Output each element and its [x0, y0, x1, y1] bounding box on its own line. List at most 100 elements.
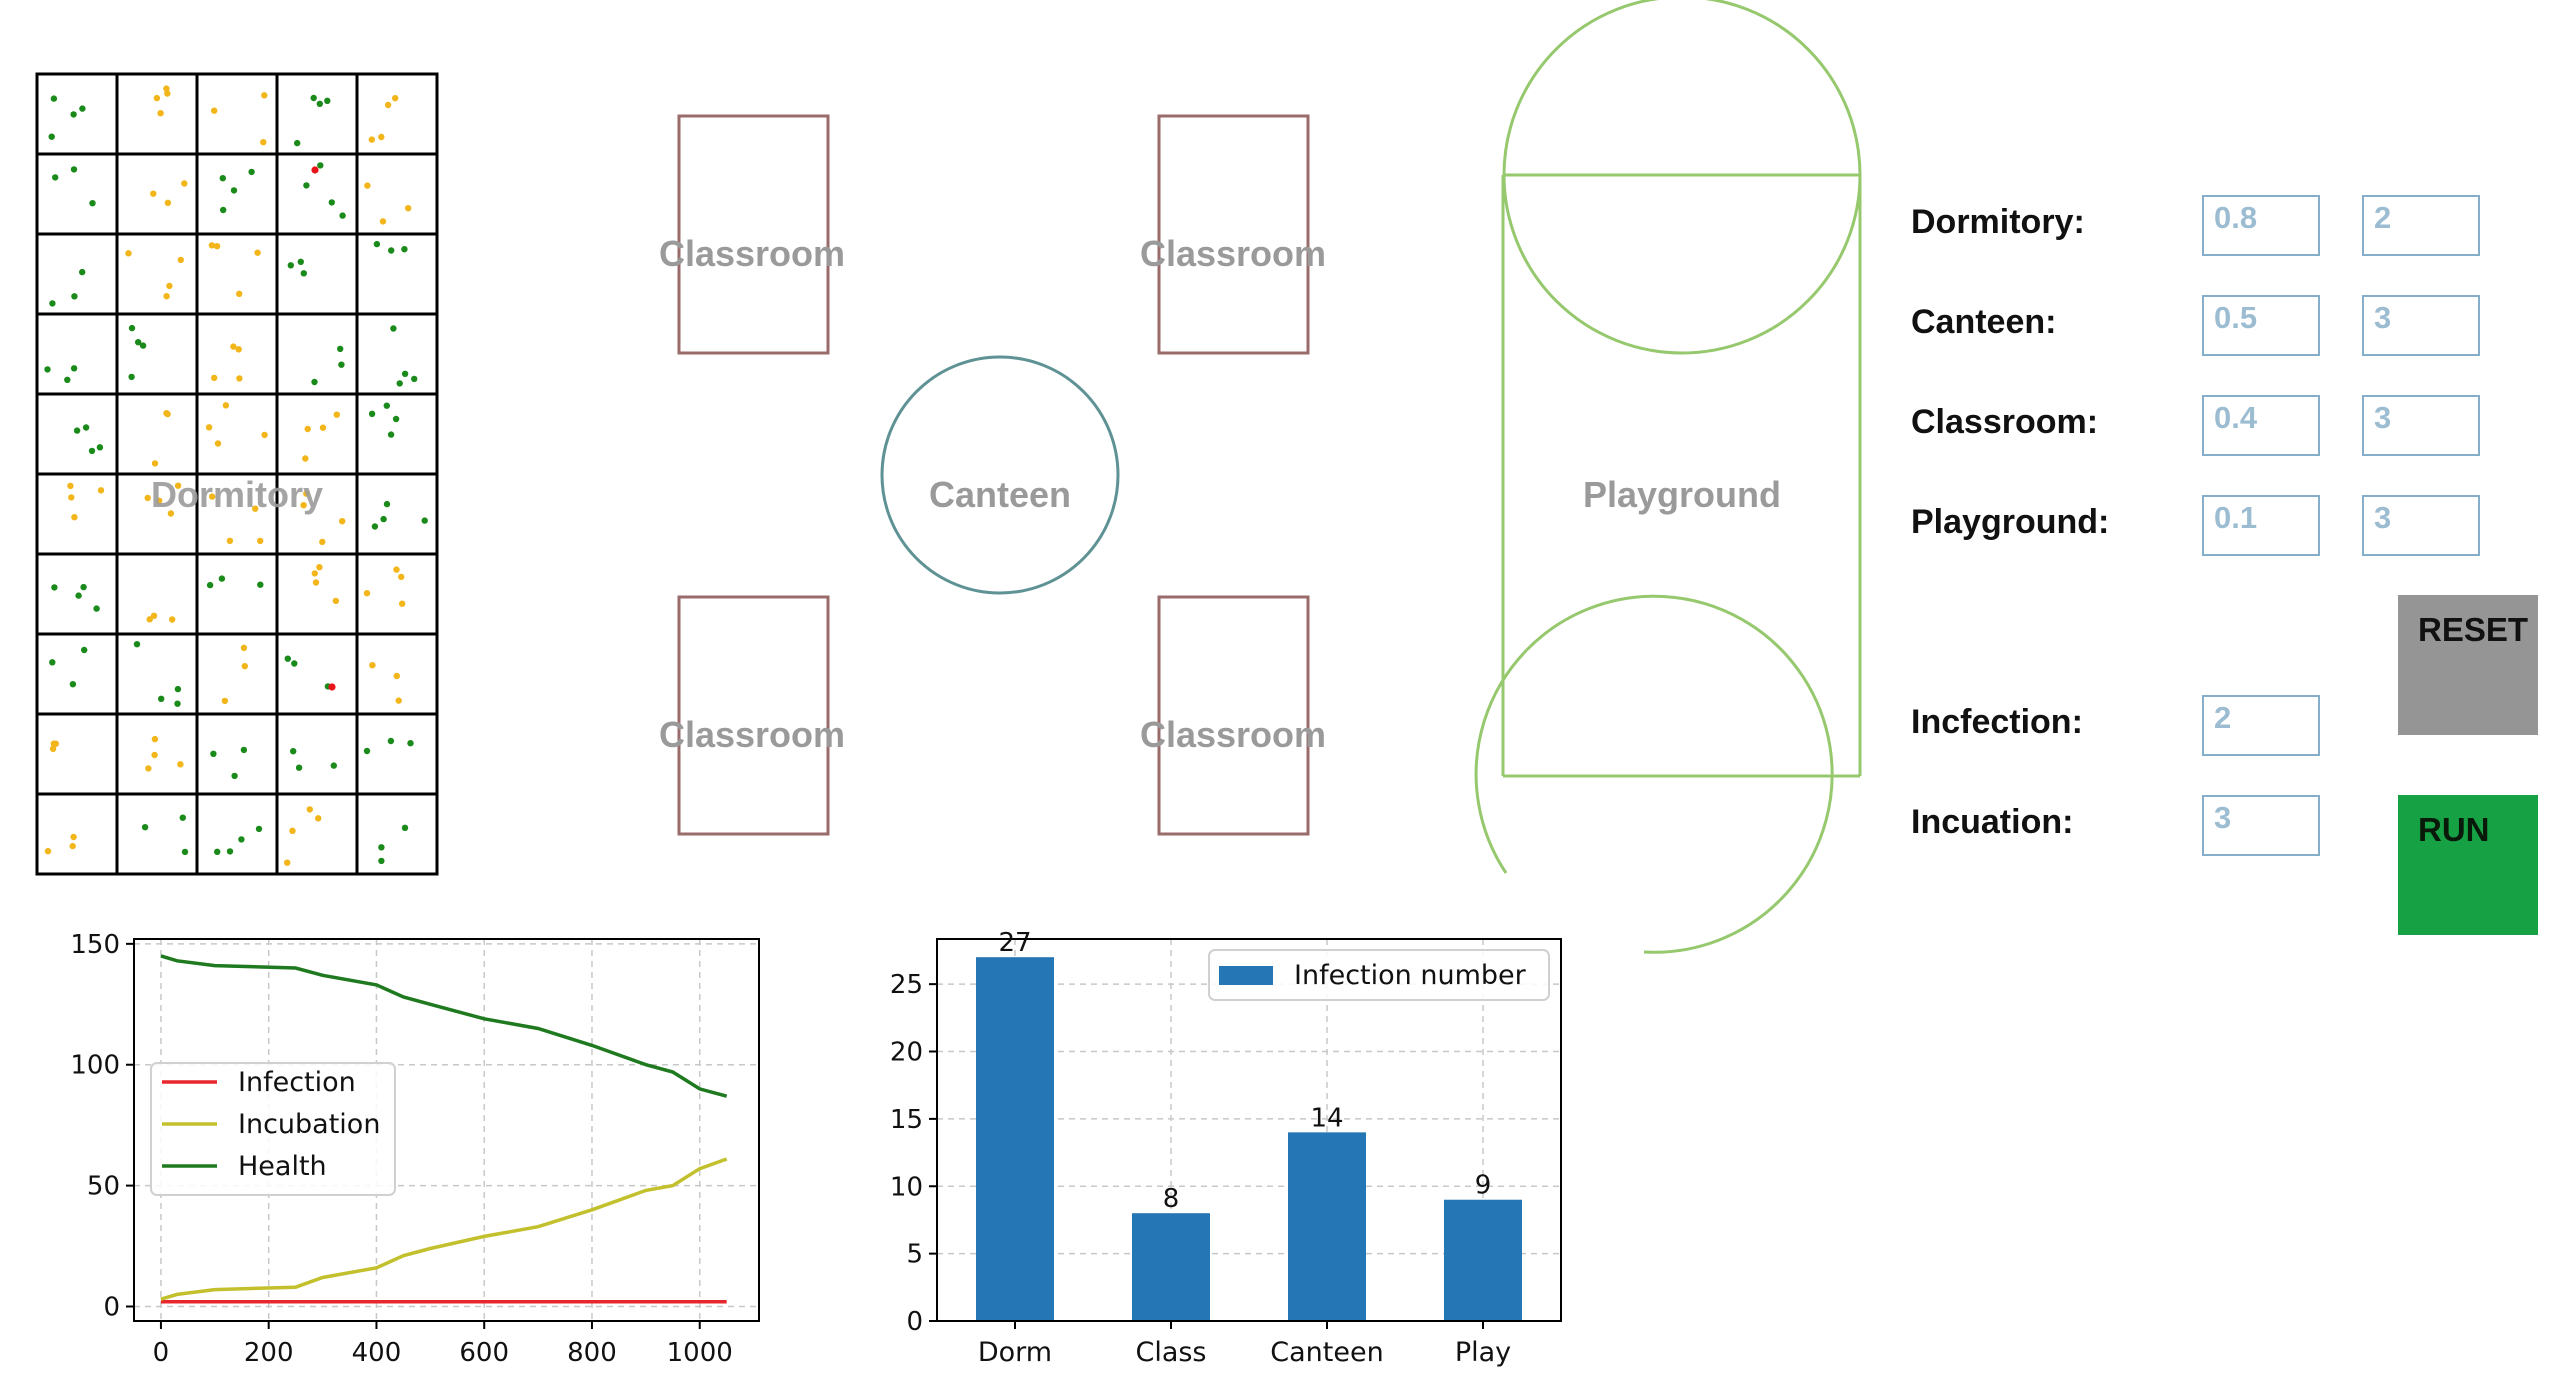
healthy-person-dot: [378, 844, 385, 851]
data-label-canteen: 14: [1310, 1103, 1343, 1133]
incubating-person-dot: [144, 494, 151, 502]
healthy-person-dot: [88, 447, 96, 455]
incubating-person-dot: [174, 482, 182, 489]
healthy-person-dot: [388, 247, 395, 254]
healthy-person-dot: [70, 111, 77, 118]
classroom-label-bottom-right: Classroom: [1140, 714, 1326, 755]
incubating-person-dot: [364, 182, 371, 189]
x-tick-label: 600: [459, 1338, 509, 1368]
incubating-person-dot: [319, 538, 326, 546]
incubating-person-dot: [156, 497, 163, 504]
canteen-param-label: Canteen:: [1911, 303, 2057, 341]
healthy-person-dot: [287, 262, 294, 269]
incubating-person-dot: [379, 218, 387, 225]
incubating-person-dot: [181, 180, 188, 187]
classroom-prob-field[interactable]: 0.4: [2202, 395, 2320, 456]
run-button[interactable]: RUN: [2398, 795, 2538, 935]
canteen-time-field[interactable]: 3: [2362, 295, 2480, 356]
incubating-person-dot: [300, 502, 307, 509]
dormitory-time-field[interactable]: 2: [2362, 195, 2480, 256]
incubating-person-dot: [67, 482, 74, 490]
incubating-person-dot: [209, 493, 216, 500]
x-tick-label: 400: [352, 1338, 402, 1368]
incubating-person-dot: [393, 672, 400, 680]
incubating-person-dot: [405, 205, 412, 212]
healthy-person-dot: [135, 339, 142, 346]
incubating-person-dot: [368, 136, 375, 143]
incubating-person-dot: [303, 490, 310, 497]
incubating-person-dot: [49, 745, 57, 752]
infection-field[interactable]: 2: [2202, 695, 2320, 756]
incubating-person-dot: [392, 95, 399, 102]
incubating-person-dot: [177, 761, 184, 768]
incubating-person-dot: [150, 190, 157, 197]
healthy-person-dot: [338, 361, 345, 368]
healthy-person-dot: [230, 187, 238, 194]
healthy-person-dot: [257, 581, 264, 588]
y-tick-label: 150: [70, 930, 120, 960]
incubating-person-dot: [378, 133, 385, 141]
incubation-param-label: Incuation:: [1911, 803, 2074, 841]
incubating-person-dot: [164, 199, 172, 206]
classroom-label-bottom-left: Classroom: [659, 714, 845, 755]
incubating-person-dot: [151, 751, 158, 759]
legend-box: [150, 1062, 396, 1196]
healthy-person-dot: [128, 324, 136, 332]
canteen-prob-field[interactable]: 0.5: [2202, 295, 2320, 356]
healthy-person-dot: [380, 515, 387, 523]
classroom-label-top-right: Classroom: [1140, 233, 1326, 274]
healthy-person-dot: [181, 848, 189, 856]
healthy-person-dot: [81, 646, 88, 654]
legend-entry-incubation: Incubation: [238, 1109, 380, 1140]
incubating-person-dot: [164, 90, 171, 97]
playground-prob-field[interactable]: 0.1: [2202, 495, 2320, 556]
healthy-person-dot: [96, 444, 104, 451]
incubating-person-dot: [230, 343, 237, 350]
canteen-label: Canteen: [929, 474, 1071, 515]
incubating-person-dot: [236, 290, 243, 297]
healthy-person-dot: [214, 848, 221, 855]
incubating-person-dot: [169, 616, 176, 623]
incubating-person-dot: [211, 374, 218, 382]
y-tick-label: 20: [890, 1038, 923, 1068]
healthy-person-dot: [179, 814, 186, 821]
healthy-person-dot: [80, 583, 87, 591]
bar-play: [1444, 1199, 1522, 1321]
healthy-person-dot: [219, 175, 226, 182]
healthy-person-dot: [392, 415, 400, 423]
incubating-person-dot: [125, 250, 132, 257]
bar-chart-frame: [936, 938, 1562, 1322]
dormitory-label: Dormitory: [151, 474, 323, 515]
infected-person-dot: [311, 166, 319, 174]
reset-button[interactable]: RESET: [2398, 595, 2538, 735]
playground-param-label: Playground:: [1911, 503, 2110, 541]
healthy-person-dot: [363, 747, 371, 755]
x-tick-label: 800: [567, 1338, 617, 1368]
bar-canteen: [1288, 1132, 1366, 1321]
healthy-person-dot: [295, 764, 303, 771]
incubating-person-dot: [311, 570, 318, 577]
playground-time-field[interactable]: 3: [2362, 495, 2480, 556]
healthy-person-dot: [378, 857, 385, 865]
healthy-person-dot: [128, 373, 135, 381]
healthy-person-dot: [324, 97, 331, 105]
incubating-person-dot: [205, 424, 213, 431]
healthy-person-dot: [297, 258, 304, 265]
healthy-person-dot: [337, 345, 344, 353]
incubating-person-dot: [97, 487, 105, 494]
classroom-bottom-right: [1157, 595, 1310, 836]
healthy-person-dot: [93, 605, 100, 612]
dormitory-prob-field[interactable]: 0.8: [2202, 195, 2320, 256]
healthy-person-dot: [75, 592, 82, 599]
incubating-person-dot: [306, 806, 313, 813]
healthy-person-dot: [49, 300, 56, 307]
incubation-field[interactable]: 3: [2202, 795, 2320, 856]
legend-box: [1208, 949, 1550, 1001]
classroom-time-field[interactable]: 3: [2362, 395, 2480, 456]
healthy-person-dot: [291, 660, 298, 667]
healthy-person-dot: [49, 659, 56, 666]
dormitory-param-label: Dormitory:: [1911, 203, 2085, 241]
classroom-bottom-left: [677, 595, 830, 836]
playground-label: Playground: [1583, 474, 1781, 515]
data-label-class: 8: [1163, 1184, 1180, 1214]
